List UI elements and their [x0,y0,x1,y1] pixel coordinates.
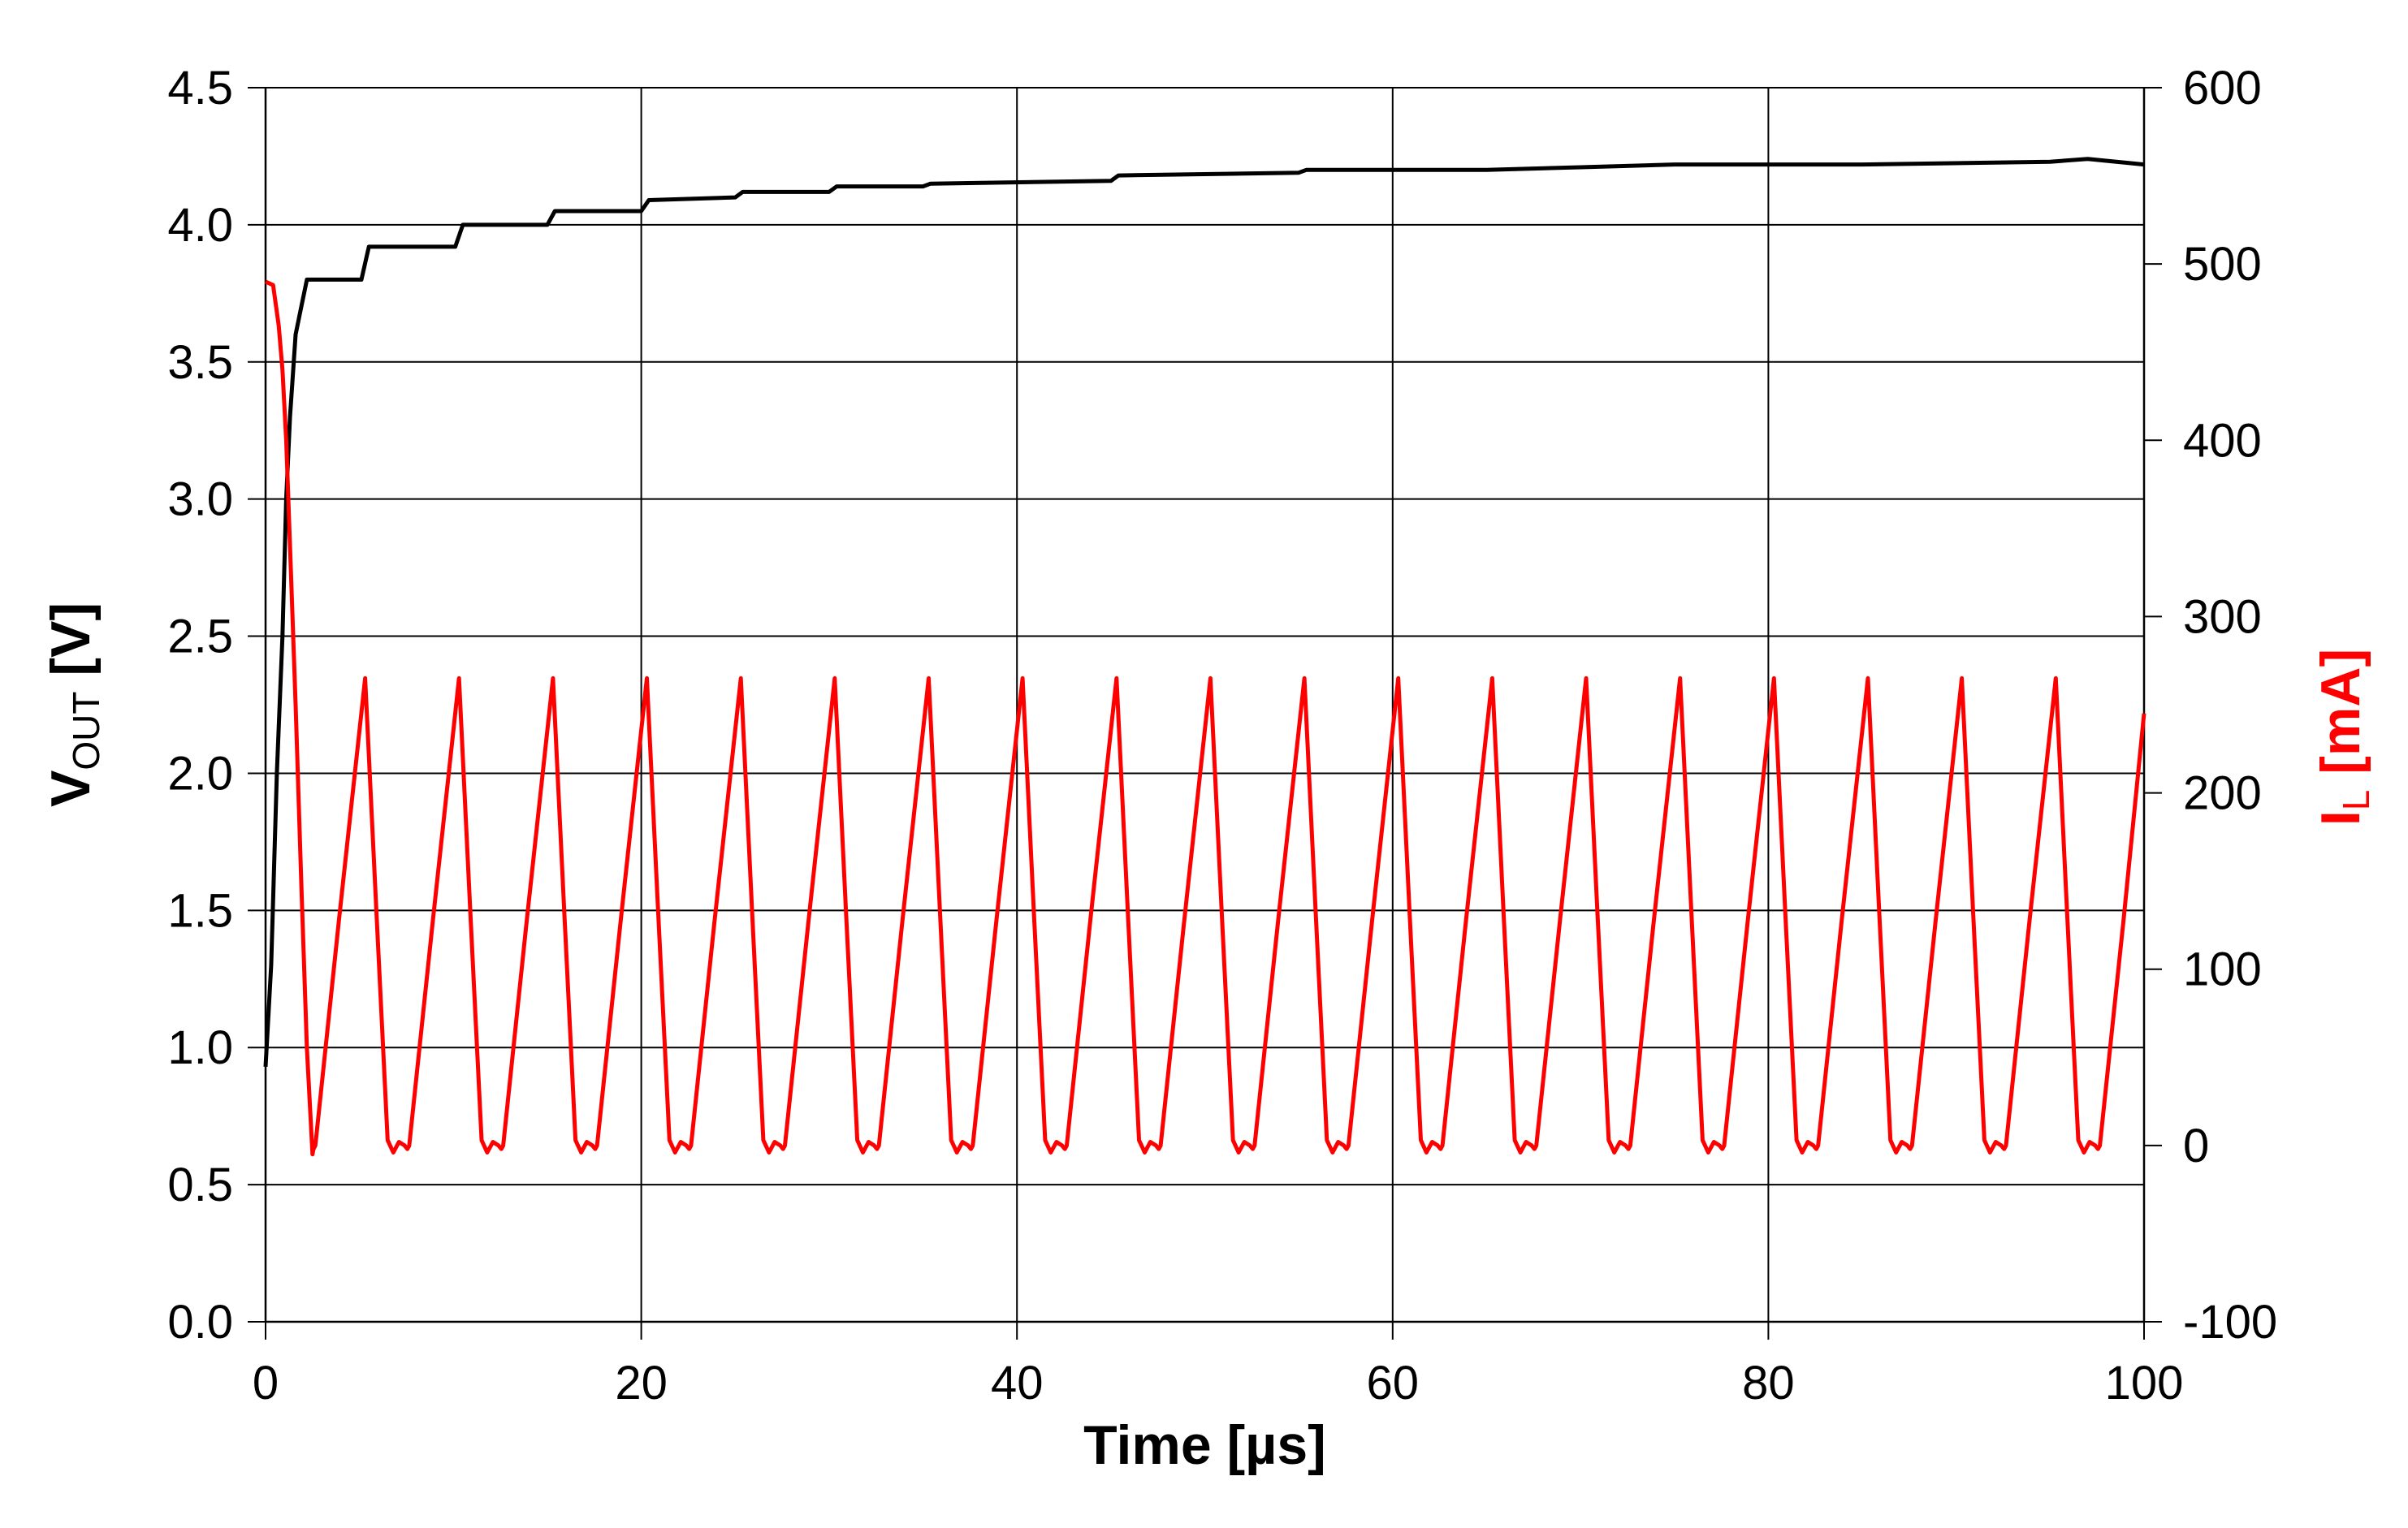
y-right-tick-label: 100 [2183,943,2262,996]
y-left-tick-label: 3.5 [167,336,233,389]
x-tick-label: 60 [1367,1357,1420,1409]
y-right-tick-label: 300 [2183,590,2262,643]
y-left-axis-title-unit: [V] [40,602,102,692]
y-left-axis-title-main: V [40,770,102,807]
series-line-il [264,279,2146,1157]
y-right-axis-title: IL [mA] [2310,649,2377,826]
x-axis-title: Time [µs] [1083,1414,1326,1476]
axes [264,88,2146,1323]
y-right-tick-label: 400 [2183,414,2262,467]
ticks: 0.0 0.5 1.0 1.5 2.0 2.5 3.0 3.5 4.0 4.5 0 20 40 60 80 1… [167,62,2277,1409]
y-left-tick-label: 2.0 [167,747,233,800]
y-right-axis-title-main: I [2310,810,2371,826]
y-left-tick-label: 4.5 [167,62,233,114]
x-tick-label: 40 [991,1357,1044,1409]
y-right-tick-label: -100 [2183,1296,2277,1349]
y-left-tick-label: 2.5 [167,611,233,663]
y-right-axis-title-sub: L [2335,790,2377,811]
y-left-tick-label: 4.0 [167,199,233,252]
y-right-tick-label: 200 [2183,767,2262,820]
series-layer [263,157,2146,1157]
axis-labels: Time [µs] VOUT [V] IL [mA] [40,602,2377,1476]
x-tick-label: 80 [1742,1357,1795,1409]
y-right-tick-label: 0 [2183,1120,2209,1172]
y-left-tick-label: 0.0 [167,1296,233,1349]
x-tick-label: 100 [2105,1357,2184,1409]
x-tick-label: 0 [253,1357,279,1409]
y-right-axis-title-unit: [mA] [2310,649,2371,790]
y-left-axis-title-text: VOUT [V] [40,602,107,807]
x-tick-label: 20 [615,1357,668,1409]
y-right-axis-title-text: IL [mA] [2310,649,2377,826]
y-left-axis-title: VOUT [V] [40,602,107,807]
y-left-tick-label: 1.0 [167,1021,233,1074]
y-left-axis-title-sub: OUT [65,692,107,770]
y-right-tick-label: 500 [2183,238,2262,291]
y-left-tick-label: 3.0 [167,473,233,526]
series-line-vout [263,157,2145,1068]
y-left-tick-label: 1.5 [167,884,233,937]
y-right-tick-label: 600 [2183,62,2262,114]
grid [266,87,2144,1322]
y-left-tick-label: 0.5 [167,1159,233,1211]
